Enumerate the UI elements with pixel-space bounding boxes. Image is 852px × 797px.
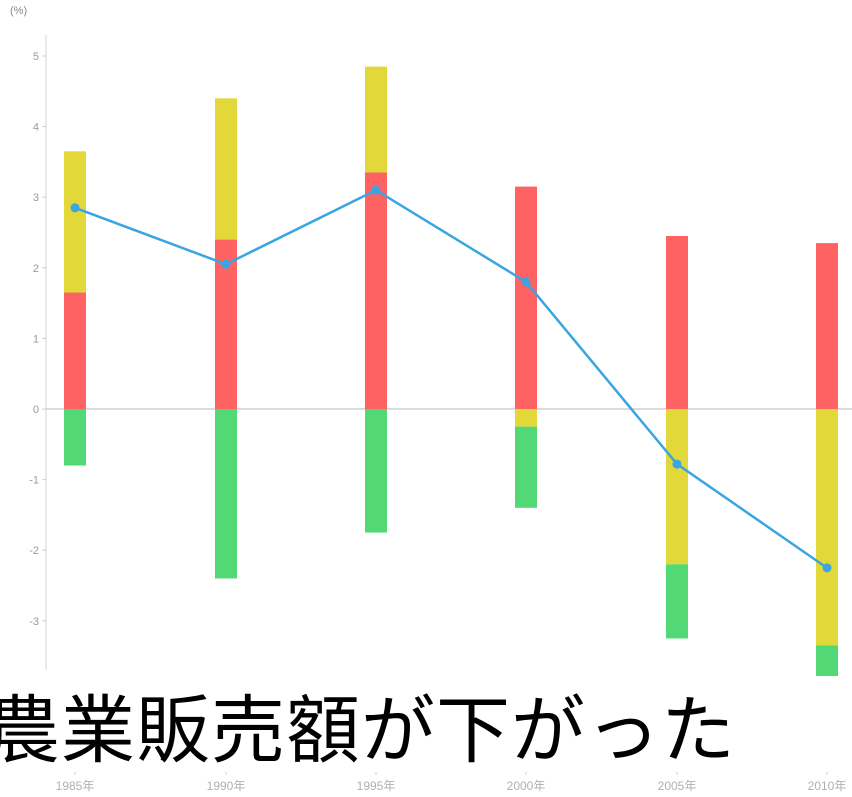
line-point <box>371 185 381 195</box>
y-tick-label: 4 <box>33 122 39 134</box>
bar-segment <box>365 409 387 533</box>
line-point <box>70 203 80 213</box>
line-point <box>672 459 682 469</box>
caption-overlay: 農業販売額が下がった <box>0 676 852 772</box>
x-tick-label: 2005年 <box>658 779 697 793</box>
line-point <box>221 259 231 269</box>
x-tick-label: 1995年 <box>357 779 396 793</box>
y-tick-label: -2 <box>29 545 39 557</box>
bar-segment <box>215 409 237 579</box>
bar-segment <box>365 66 387 173</box>
bar-segment <box>666 236 688 409</box>
y-tick-label: 0 <box>33 404 39 416</box>
y-tick-label: 5 <box>33 51 39 63</box>
bar-segment <box>215 98 237 240</box>
y-tick-label: 2 <box>33 263 39 275</box>
line-point <box>822 563 832 573</box>
y-tick-label: 1 <box>33 333 39 345</box>
bar-segment <box>515 409 537 427</box>
y-tick-label: 3 <box>33 192 39 204</box>
x-tick-label: 2010年 <box>808 779 847 793</box>
bar-segment <box>515 186 537 409</box>
bar-segment <box>666 564 688 639</box>
bar-segment <box>365 172 387 409</box>
caption-text: 農業販売額が下がった <box>0 687 736 773</box>
y-tick-label: -1 <box>29 475 39 487</box>
x-tick-label: 2000年 <box>507 779 546 793</box>
line-series <box>74 188 828 569</box>
bar-segment <box>666 409 688 565</box>
bar-segment <box>515 426 537 508</box>
bar-segment <box>816 243 838 409</box>
bar-segment <box>64 292 86 409</box>
y-unit-label: (%) <box>10 5 27 17</box>
x-tick-label: 1985年 <box>56 779 95 793</box>
bar-segment <box>64 409 86 466</box>
x-tick-label: 1990年 <box>207 779 246 793</box>
bar-segment <box>215 239 237 409</box>
bar-segment <box>64 151 86 293</box>
bar-segment <box>816 409 838 646</box>
line-point <box>521 277 531 287</box>
y-tick-label: -3 <box>29 616 39 628</box>
